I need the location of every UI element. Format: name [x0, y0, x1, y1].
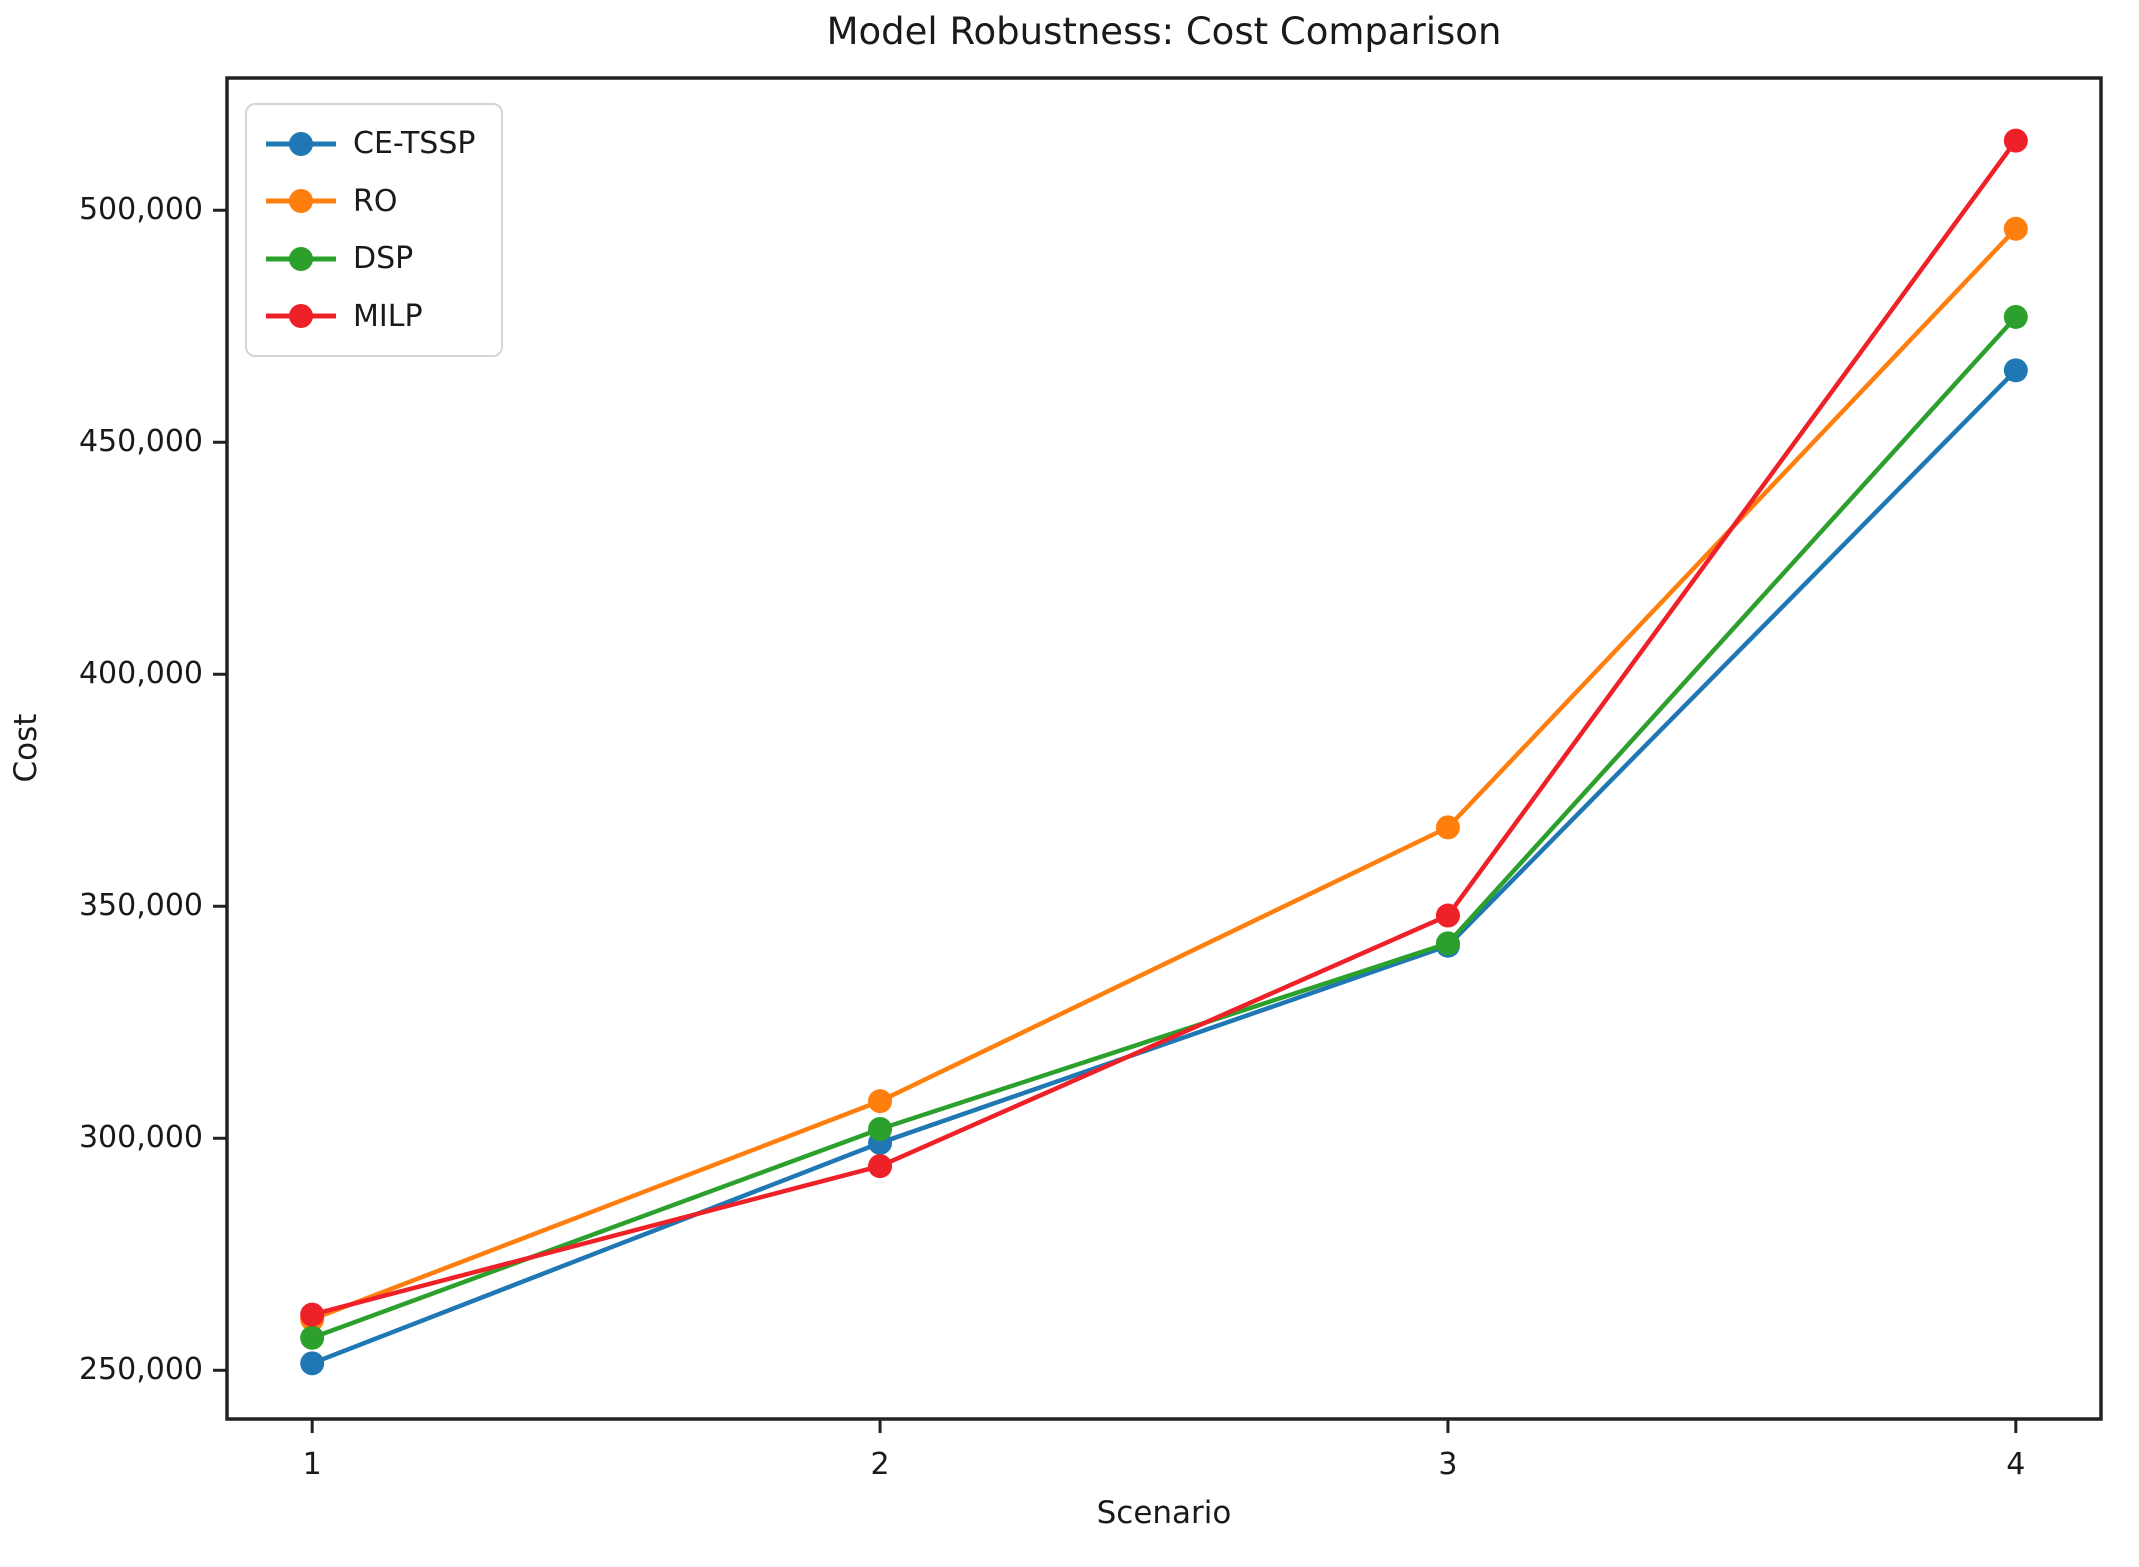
x-tick-label: 1 — [302, 1447, 322, 1482]
series-marker-dsp — [1435, 931, 1460, 956]
series-marker-ro — [1435, 815, 1460, 840]
legend-item-milp: MILP — [263, 299, 501, 334]
plot-spines — [225, 76, 2103, 1421]
legend-marker-icon — [266, 189, 336, 214]
series-marker-milp — [2003, 128, 2028, 153]
series-marker-dsp — [300, 1325, 325, 1350]
legend-marker-icon — [266, 246, 336, 271]
series-marker-milp — [300, 1302, 325, 1327]
y-tick-label: 400,000 — [78, 656, 203, 692]
x-tick-label: 2 — [870, 1447, 890, 1482]
series-marker-ro — [868, 1089, 893, 1114]
legend-marker-icon — [266, 304, 336, 329]
legend-item-ce-tssp: CE-TSSP — [263, 126, 501, 161]
y-tick-label: 350,000 — [78, 888, 203, 924]
y-tick-label: 300,000 — [78, 1120, 203, 1156]
x-tick-label: 3 — [1438, 1447, 1458, 1482]
y-tick-label: 450,000 — [78, 424, 203, 460]
legend-item-ro: RO — [263, 184, 501, 219]
legend: CE-TSSP RO DSP MILP — [245, 103, 503, 357]
series-line-ce-tssp — [309, 368, 2019, 1366]
x-axis-label: Scenario — [1096, 1495, 1232, 1531]
legend-label: RO — [353, 183, 398, 219]
series-marker-ro — [2003, 216, 2028, 241]
y-tick-label: 250,000 — [78, 1352, 203, 1388]
y-tick-label: 500,000 — [78, 192, 203, 228]
series-marker-ce-tssp — [300, 1351, 325, 1376]
series-marker-dsp — [868, 1116, 893, 1141]
legend-item-dsp: DSP — [263, 241, 501, 276]
legend-label: CE-TSSP — [353, 126, 476, 162]
series-line-dsp — [309, 314, 2019, 1341]
series-marker-ce-tssp — [2003, 358, 2028, 383]
series-marker-dsp — [2003, 304, 2028, 329]
series-line-milp — [309, 138, 2019, 1317]
legend-label: MILP — [353, 298, 423, 334]
x-tick-label: 4 — [2006, 1447, 2026, 1482]
chart-title: Model Robustness: Cost Comparison — [826, 10, 1502, 53]
legend-marker-icon — [266, 131, 336, 156]
series-marker-milp — [1435, 903, 1460, 928]
series-line-ro — [309, 226, 2019, 1322]
legend-label: DSP — [353, 241, 414, 277]
y-axis-label: Cost — [8, 713, 44, 783]
series-marker-milp — [868, 1154, 893, 1179]
